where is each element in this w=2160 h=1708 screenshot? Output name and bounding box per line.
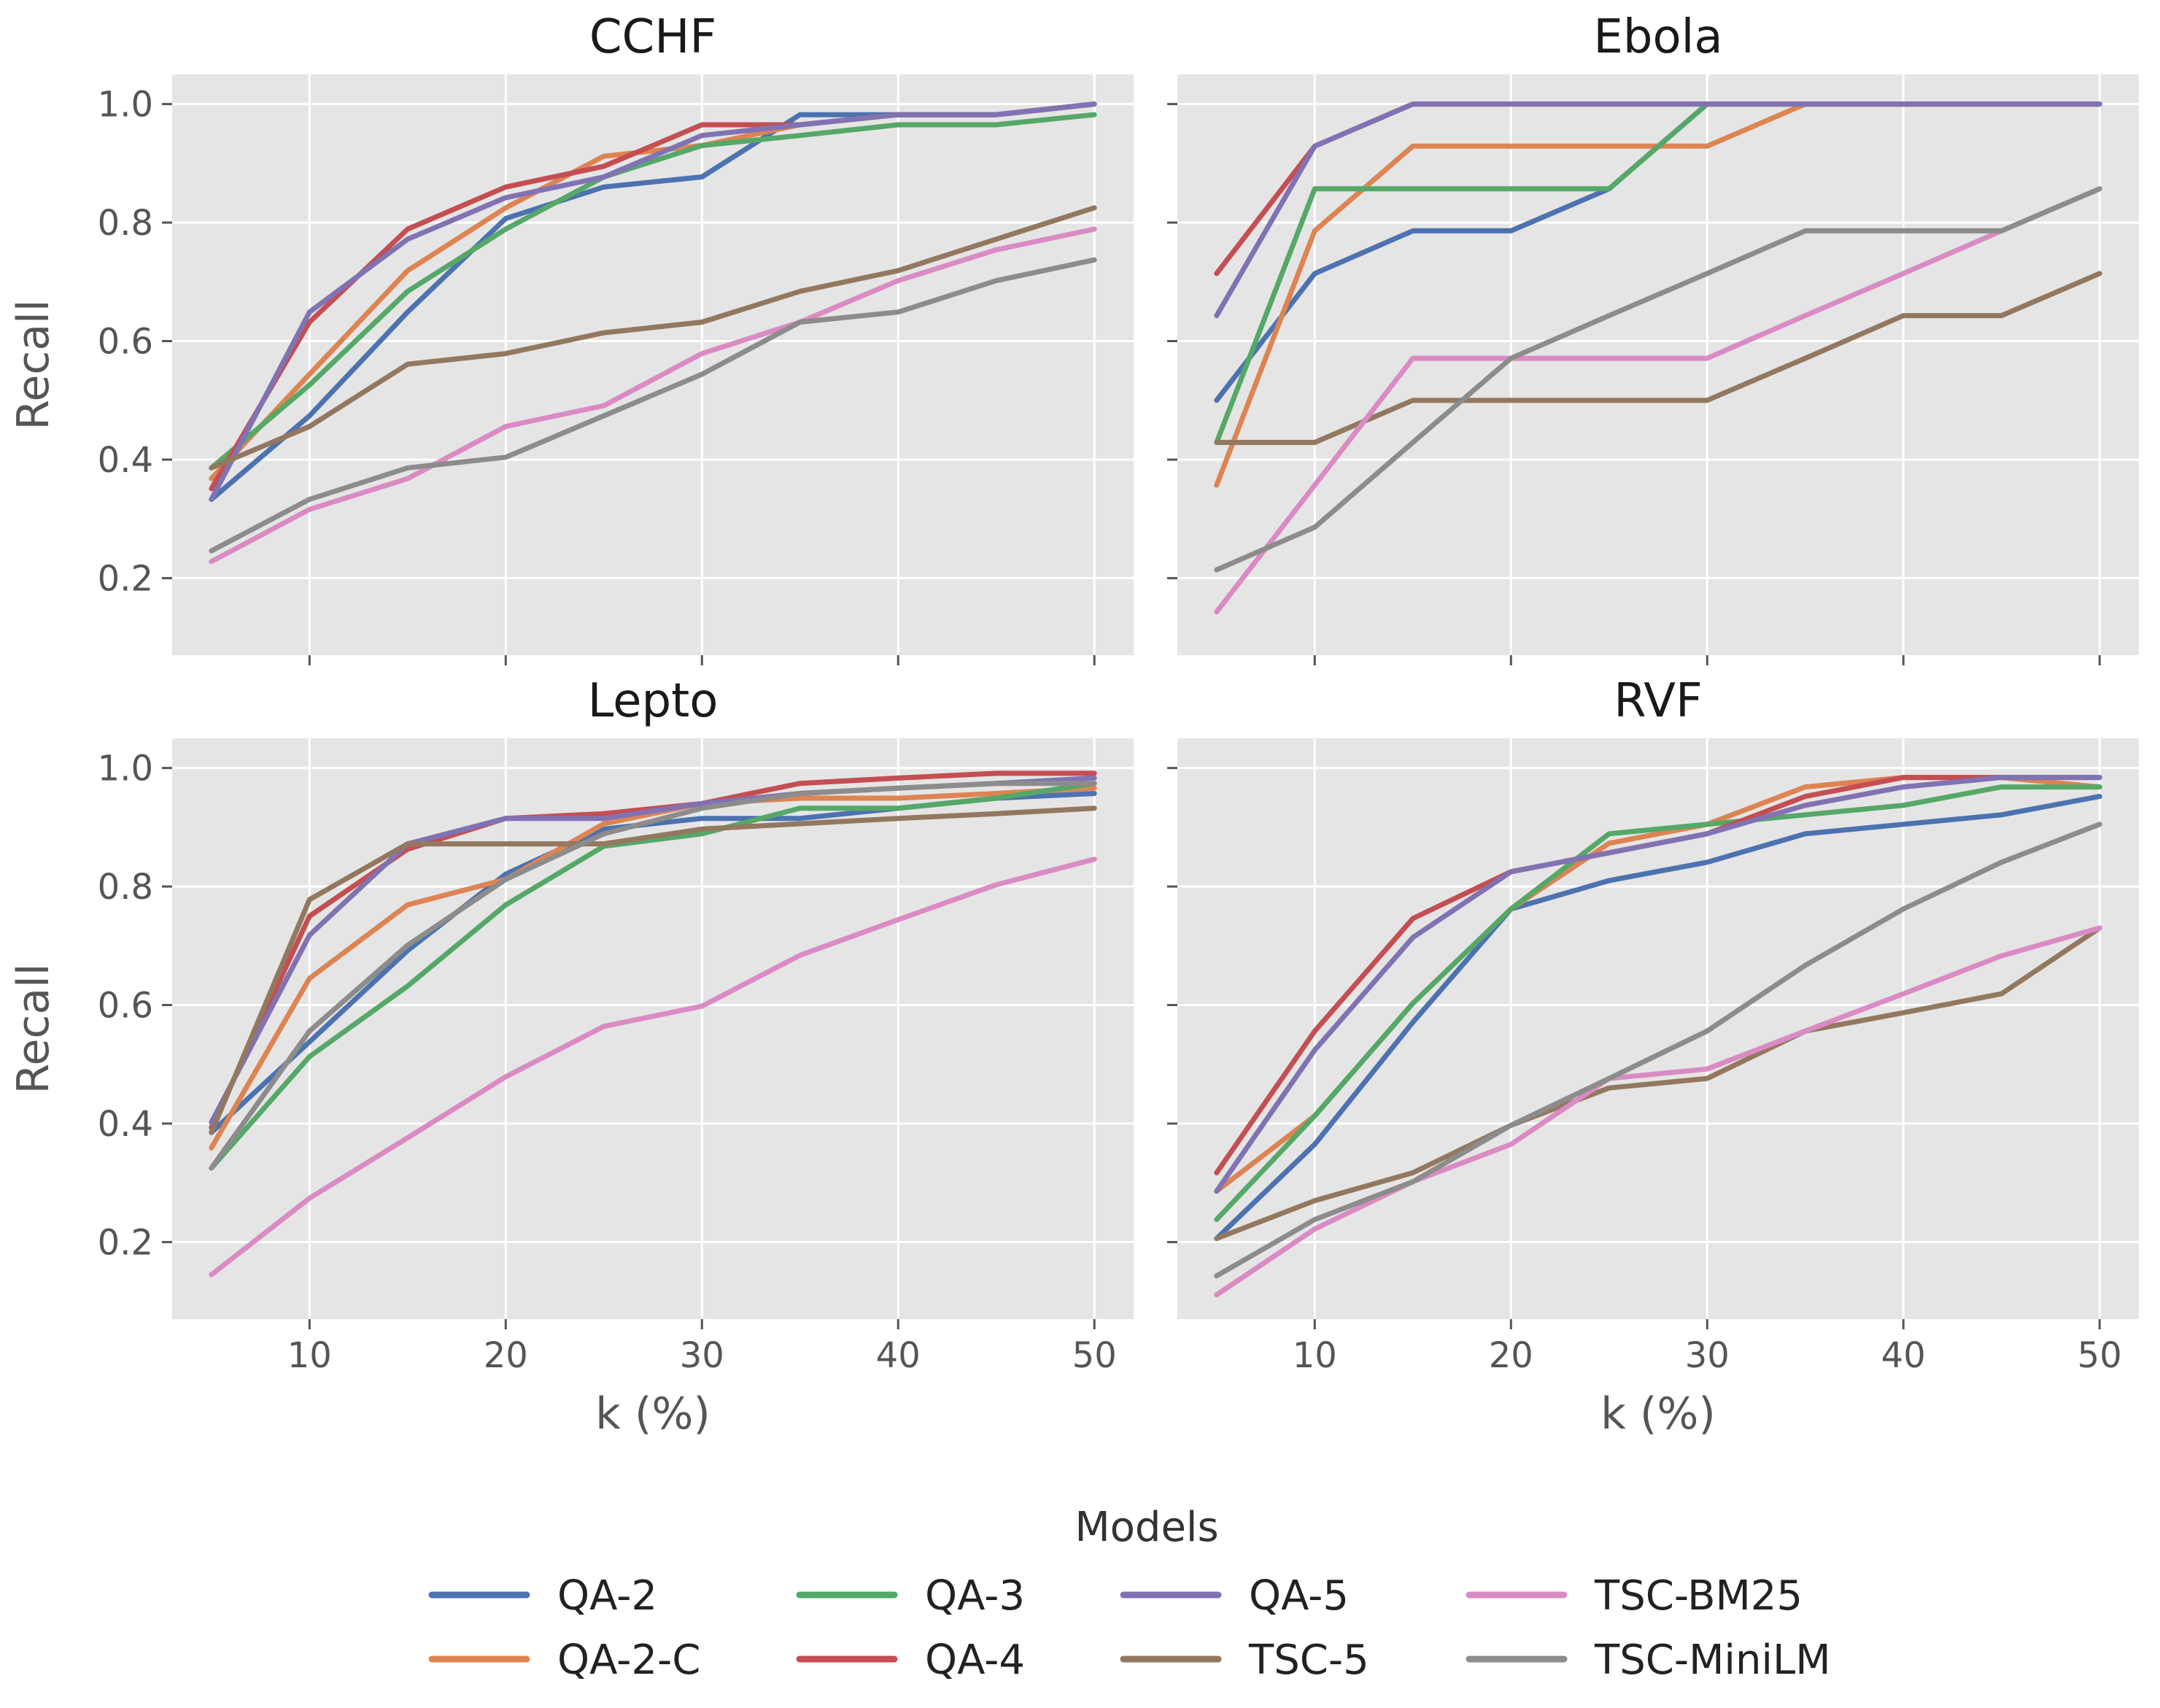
legend-label-tsc-5: TSC-5 — [1248, 1636, 1369, 1684]
panel-title: Ebola — [1593, 10, 1722, 64]
y-tick-label: 0.8 — [98, 867, 153, 908]
panel-cchf: 0.2 0.4 0.6 0.8 1.0 CCHF Recall — [8, 10, 1134, 665]
series-line-tsc-minilm — [209, 257, 1097, 554]
series-line-tsc-bm25 — [1214, 925, 2102, 1298]
series-line-qa-5 — [1214, 775, 2102, 1194]
x-axis-label: k (%) — [1600, 1388, 1716, 1440]
plot-background — [1177, 74, 2139, 655]
series-line-qa-2-c — [209, 785, 1097, 1151]
y-tick-label: 0.2 — [98, 558, 153, 599]
series-line-tsc-bm25 — [209, 857, 1097, 1278]
panel-rvf: 10 20 30 40 50 RVF k (%) — [1167, 674, 2139, 1440]
series-line-tsc-bm25 — [209, 226, 1097, 565]
series-line-tsc-5 — [209, 205, 1097, 471]
x-tick-label: 40 — [876, 1335, 921, 1376]
x-axis-label: k (%) — [595, 1388, 711, 1440]
legend-label-qa-2-c: QA-2-C — [557, 1636, 700, 1684]
series-line-qa-3 — [1214, 784, 2102, 1222]
series-line-qa-2 — [1214, 794, 2102, 1241]
series-line-tsc-minilm — [1214, 186, 2102, 573]
legend-label-qa-5: QA-5 — [1249, 1572, 1349, 1620]
x-tick-label: 50 — [1072, 1335, 1117, 1376]
legend-label-tsc-minilm: TSC-MiniLM — [1594, 1636, 1831, 1684]
y-tick-label: 0.8 — [98, 203, 153, 244]
panel-title: Lepto — [588, 674, 719, 728]
x-tick-label: 20 — [484, 1335, 528, 1376]
y-tick-label: 0.4 — [98, 440, 153, 481]
legend: Models QA-2 QA-2-C QA-3 QA-4 QA-5 TSC-5 TSC-BM2… — [428, 1504, 1831, 1684]
series-line-tsc-5 — [209, 805, 1097, 1135]
legend-label-tsc-bm25: TSC-BM25 — [1594, 1572, 1803, 1620]
plot-background — [1177, 738, 2139, 1319]
x-tick-label: 50 — [2078, 1335, 2122, 1376]
y-tick-label: 1.0 — [98, 749, 153, 789]
x-tick-label: 30 — [1685, 1335, 1730, 1376]
series-line-tsc-minilm — [1214, 822, 2102, 1279]
series-line-tsc-minilm — [209, 781, 1097, 1171]
x-tick-label: 20 — [1489, 1335, 1533, 1376]
series-line-qa-3 — [209, 781, 1097, 1171]
series-line-qa-5 — [1214, 101, 2102, 319]
series-line-qa-3 — [209, 112, 1097, 471]
x-tick-label: 10 — [287, 1335, 332, 1376]
legend-title: Models — [1075, 1504, 1218, 1551]
series-line-tsc-bm25 — [1214, 186, 2102, 615]
y-tick-label: 0.4 — [98, 1104, 153, 1145]
panel-title: CCHF — [589, 10, 716, 64]
panel-title: RVF — [1614, 674, 1703, 728]
y-tick-label: 0.6 — [98, 322, 153, 363]
x-tick-label: 10 — [1293, 1335, 1337, 1376]
panel-ebola: Ebola — [1167, 10, 2139, 665]
series-line-tsc-5 — [1214, 925, 2102, 1241]
x-tick-label: 40 — [1881, 1335, 1926, 1376]
series-line-qa-5 — [209, 101, 1097, 502]
y-axis-label: Recall — [8, 299, 59, 430]
legend-label-qa-4: QA-4 — [925, 1636, 1025, 1684]
y-tick-label: 1.0 — [98, 85, 153, 125]
y-axis-label: Recall — [8, 963, 59, 1094]
panel-lepto: 10 20 30 40 50 0.2 0.4 0.6 0.8 1.0 Lepto Recall k (%… — [8, 674, 1134, 1440]
legend-label-qa-2: QA-2 — [557, 1572, 657, 1620]
legend-label-qa-3: QA-3 — [925, 1572, 1025, 1620]
y-tick-label: 0.2 — [98, 1222, 153, 1263]
y-tick-label: 0.6 — [98, 986, 153, 1027]
x-tick-label: 30 — [680, 1335, 724, 1376]
